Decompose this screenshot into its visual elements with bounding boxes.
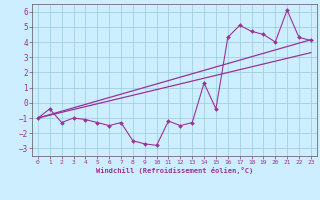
X-axis label: Windchill (Refroidissement éolien,°C): Windchill (Refroidissement éolien,°C) <box>96 167 253 174</box>
